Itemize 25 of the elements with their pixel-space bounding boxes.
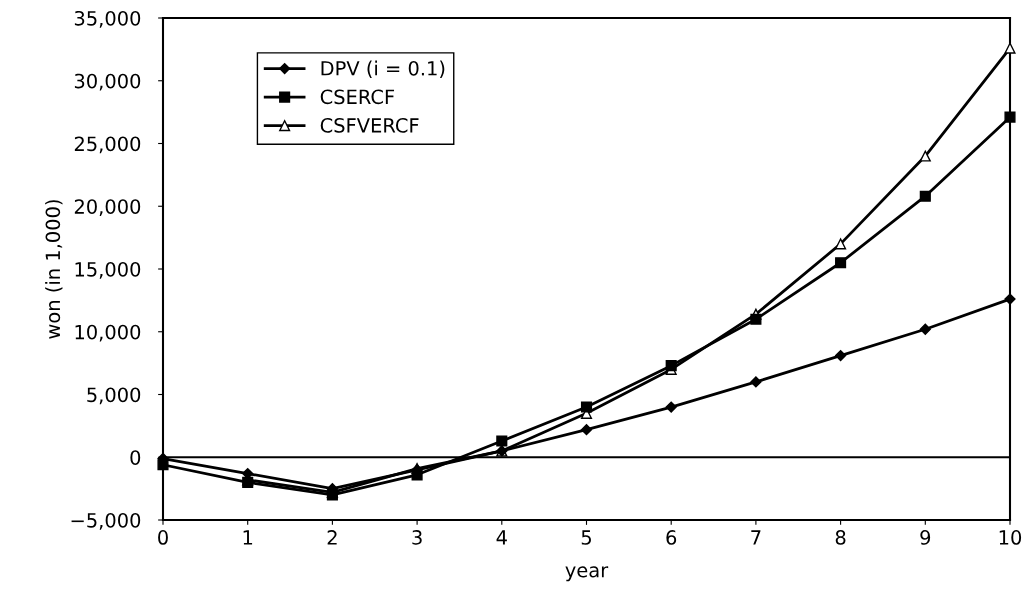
y-tick-label: 25,000	[74, 136, 141, 154]
y-tick-label: 5,000	[87, 387, 141, 405]
x-axis-title: year	[565, 566, 609, 582]
legend-label: DPV (i = 0.1)	[321, 60, 445, 78]
x-tick-label: 10	[999, 530, 1022, 545]
y-tick-label: 35,000	[74, 10, 141, 28]
y-tick-label: 10,000	[75, 324, 141, 342]
x-tick-label: 1	[243, 530, 253, 545]
y-tick-label: 30,000	[74, 73, 141, 91]
x-tick-label: 3	[412, 530, 422, 545]
y-tick-label: 20,000	[74, 199, 141, 216]
x-tick-label: 9	[920, 530, 931, 545]
x-tick-label: 0	[158, 530, 168, 545]
x-tick-label: 4	[496, 530, 507, 545]
legend-label: CSFVERCF	[320, 118, 419, 133]
y-tick-label: −5,000	[71, 512, 141, 530]
x-tick-label: 2	[327, 530, 337, 545]
y-tick-label: 15,000	[75, 261, 141, 279]
legend-label: CSERCF	[320, 89, 395, 105]
x-tick-label: 7	[751, 530, 761, 545]
x-tick-label: 6	[666, 530, 677, 545]
y-tick-label: 0	[130, 450, 141, 465]
x-tick-label: 8	[835, 530, 846, 545]
y-axis-title: won (in 1,000)	[45, 200, 63, 339]
x-tick-label: 5	[581, 530, 591, 545]
